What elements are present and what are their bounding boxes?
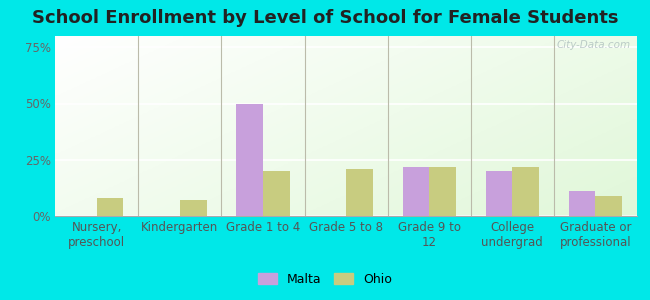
Bar bbox=[97, 198, 124, 216]
Bar bbox=[429, 167, 456, 216]
Bar bbox=[180, 200, 207, 216]
Bar bbox=[263, 171, 290, 216]
Bar bbox=[237, 103, 263, 216]
Bar bbox=[512, 167, 539, 216]
Legend: Malta, Ohio: Malta, Ohio bbox=[254, 268, 396, 291]
Bar bbox=[346, 169, 372, 216]
Bar bbox=[569, 191, 595, 216]
Bar bbox=[486, 171, 512, 216]
Text: City-Data.com: City-Data.com bbox=[557, 40, 631, 50]
Bar bbox=[595, 196, 622, 216]
Bar bbox=[402, 167, 429, 216]
Text: School Enrollment by Level of School for Female Students: School Enrollment by Level of School for… bbox=[32, 9, 618, 27]
